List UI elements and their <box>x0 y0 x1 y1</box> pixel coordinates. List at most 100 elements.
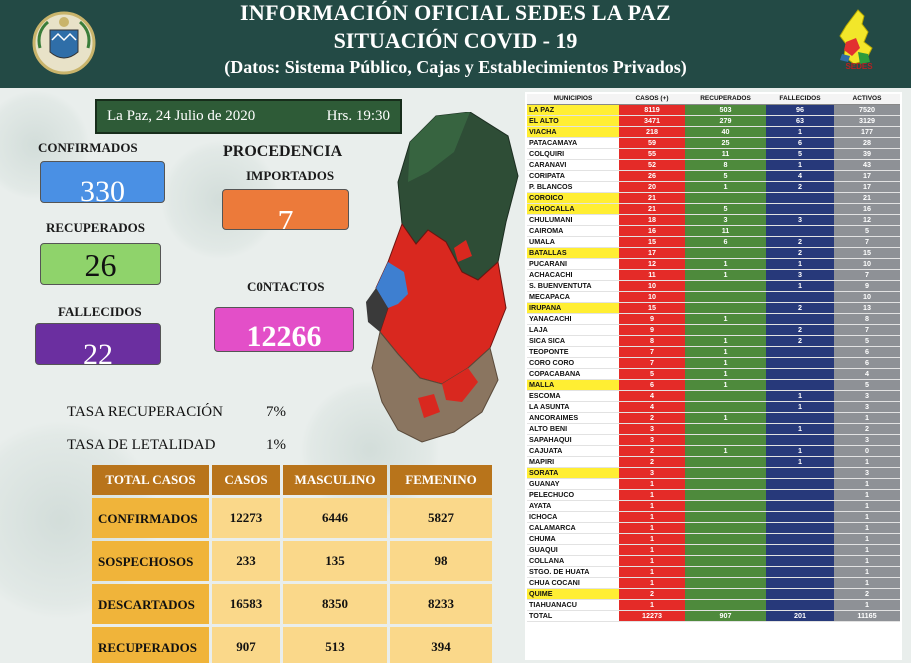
table-row: QUIME 2 2 <box>527 588 900 600</box>
municipio-activos: 15 <box>834 247 900 259</box>
municipio-recuperados: 1 <box>685 412 766 424</box>
municipio-casos: 2 <box>619 588 685 600</box>
municipio-fallecidos: 1 <box>766 126 834 138</box>
tasa-recuperacion-label: TASA RECUPERACIÓN <box>67 404 223 420</box>
muni-header-casos: CASOS (+) <box>619 94 685 105</box>
municipio-name: MECAPACA <box>527 291 619 303</box>
muni-header-municipios: MUNICIPIOS <box>527 94 619 105</box>
municipio-name: CORO CORO <box>527 357 619 369</box>
municipio-casos: 1 <box>619 500 685 512</box>
recuperados-value: 26 <box>40 243 161 285</box>
table-row: PATACAMAYA 59 25 6 28 <box>527 137 900 149</box>
municipio-name: ANCORAIMES <box>527 412 619 424</box>
row-femenino: 5827 <box>390 498 492 538</box>
municipio-casos: 3 <box>619 467 685 479</box>
table-row: PUCARANI 12 1 1 10 <box>527 258 900 270</box>
municipio-casos: 3 <box>619 434 685 446</box>
municipio-name: LA ASUNTA <box>527 401 619 413</box>
municipio-fallecidos: 2 <box>766 247 834 259</box>
table-row: COPACABANA 5 1 4 <box>527 368 900 380</box>
municipio-name: CORIPATA <box>527 170 619 182</box>
municipio-name: ESCOMA <box>527 390 619 402</box>
municipio-casos: 8119 <box>619 104 685 116</box>
row-label: CONFIRMADOS <box>92 498 209 538</box>
municipio-fallecidos <box>766 357 834 369</box>
muni-header-fallecidos: FALLECIDOS <box>766 94 834 105</box>
municipio-activos: 1 <box>834 511 900 523</box>
row-masculino: 513 <box>283 627 387 663</box>
totals-header-masculino: MASCULINO <box>283 465 387 495</box>
municipio-activos: 1 <box>834 533 900 545</box>
fallecidos-label: FALLECIDOS <box>58 304 142 319</box>
municipio-recuperados <box>685 577 766 589</box>
municipio-name: ACHOCALLA <box>527 203 619 215</box>
page-title: INFORMACIÓN OFICIAL SEDES LA PAZ <box>240 0 671 25</box>
table-row: CAIROMA 16 11 5 <box>527 225 900 237</box>
municipio-activos: 17 <box>834 170 900 182</box>
municipio-activos: 3 <box>834 434 900 446</box>
municipio-casos: 7 <box>619 346 685 358</box>
table-row: TIAHUANACU 1 1 <box>527 599 900 611</box>
table-row: CONFIRMADOS 12273 6446 5827 <box>92 498 492 538</box>
municipio-activos: 28 <box>834 137 900 149</box>
municipio-activos: 1 <box>834 566 900 578</box>
table-row: LAJA 9 2 7 <box>527 324 900 336</box>
municipio-activos: 7520 <box>834 104 900 116</box>
municipio-fallecidos <box>766 577 834 589</box>
municipio-casos: 18 <box>619 214 685 226</box>
municipio-name: ICHOCA <box>527 511 619 523</box>
municipio-name: CHUA COCANI <box>527 577 619 589</box>
municipio-casos: 12273 <box>619 610 685 622</box>
municipio-casos: 10 <box>619 280 685 292</box>
table-row: COLLANA 1 1 <box>527 555 900 567</box>
recuperados-label: RECUPERADOS <box>46 220 145 235</box>
municipio-recuperados: 1 <box>685 335 766 347</box>
municipio-activos: 3 <box>834 401 900 413</box>
municipio-name: PATACAMAYA <box>527 137 619 149</box>
municipio-casos: 1 <box>619 478 685 490</box>
municipio-fallecidos <box>766 544 834 556</box>
municipio-activos: 7 <box>834 324 900 336</box>
municipio-activos: 5 <box>834 335 900 347</box>
municipio-fallecidos: 1 <box>766 390 834 402</box>
municipio-fallecidos <box>766 478 834 490</box>
municipio-name: LA PAZ <box>527 104 619 116</box>
row-masculino: 135 <box>283 541 387 581</box>
municipio-name: CALAMARCA <box>527 522 619 534</box>
date-bar: La Paz, 24 Julio de 2020 Hrs. 19:30 <box>95 99 402 134</box>
municipio-activos: 1 <box>834 489 900 501</box>
municipio-recuperados <box>685 434 766 446</box>
municipio-activos: 0 <box>834 445 900 457</box>
municipio-activos: 9 <box>834 280 900 292</box>
municipio-name: PUCARANI <box>527 258 619 270</box>
municipio-recuperados <box>685 489 766 501</box>
table-row: BATALLAS 17 2 15 <box>527 247 900 259</box>
municipio-name: COROICO <box>527 192 619 204</box>
municipio-activos: 13 <box>834 302 900 314</box>
importados-value: 7 <box>222 189 349 230</box>
row-masculino: 6446 <box>283 498 387 538</box>
municipio-casos: 11 <box>619 269 685 281</box>
municipio-fallecidos <box>766 434 834 446</box>
municipio-name: CHULUMANI <box>527 214 619 226</box>
municipio-recuperados <box>685 280 766 292</box>
header-banner: INFORMACIÓN OFICIAL SEDES LA PAZ SITUACI… <box>0 0 911 88</box>
municipio-fallecidos: 1 <box>766 280 834 292</box>
municipio-recuperados <box>685 302 766 314</box>
municipio-fallecidos: 1 <box>766 456 834 468</box>
table-row: PELECHUCO 1 1 <box>527 489 900 501</box>
municipio-name: STGO. DE HUATA <box>527 566 619 578</box>
municipio-fallecidos: 1 <box>766 423 834 435</box>
municipio-fallecidos <box>766 533 834 545</box>
municipio-recuperados: 40 <box>685 126 766 138</box>
municipio-name: CARANAVI <box>527 159 619 171</box>
table-row: ESCOMA 4 1 3 <box>527 390 900 402</box>
municipio-fallecidos: 1 <box>766 445 834 457</box>
procedencia-heading: PROCEDENCIA <box>223 143 343 160</box>
municipio-name: CAJUATA <box>527 445 619 457</box>
tasa-letalidad-label: TASA DE LETALIDAD <box>67 437 216 453</box>
municipio-fallecidos <box>766 489 834 501</box>
municipio-recuperados <box>685 423 766 435</box>
municipio-activos: 6 <box>834 357 900 369</box>
table-row: CAJUATA 2 1 1 0 <box>527 445 900 457</box>
